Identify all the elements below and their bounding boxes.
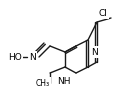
Text: N: N — [92, 48, 98, 57]
Text: Cl: Cl — [99, 8, 107, 17]
Text: CH₃: CH₃ — [36, 78, 50, 87]
Text: HO: HO — [8, 52, 22, 61]
Text: N: N — [30, 52, 36, 61]
Text: NH: NH — [57, 76, 71, 86]
